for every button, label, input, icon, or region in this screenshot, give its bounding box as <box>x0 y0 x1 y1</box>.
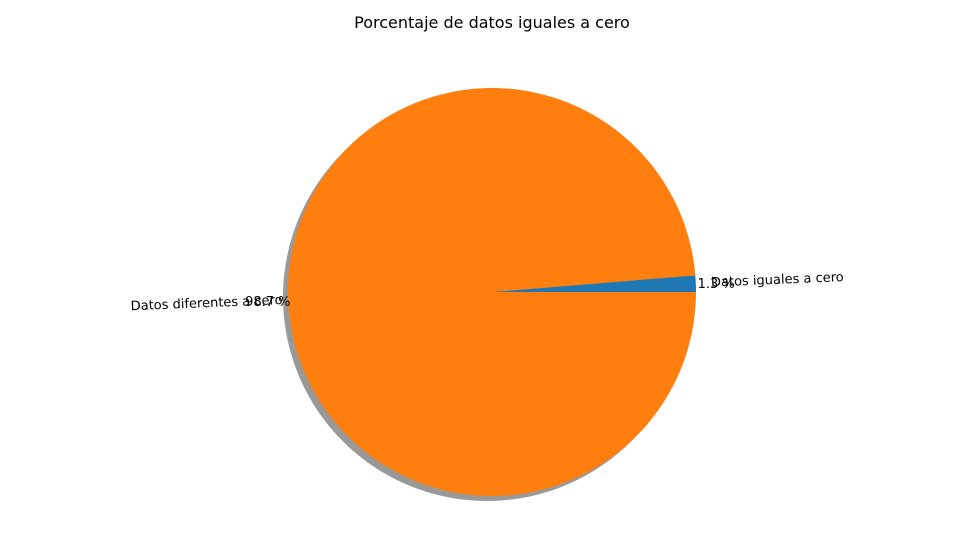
chart-title: Porcentaje de datos iguales a cero <box>354 13 630 32</box>
pie-slice-datos-diferentes-a-cero <box>287 88 696 497</box>
pie-category-label-datos-iguales-a-cero: Datos iguales a cero <box>711 270 844 290</box>
pie-labels: 1.3 %Datos iguales a cero 98.7 %Datos dif… <box>130 270 844 314</box>
pie-slice-datos-iguales-a-cero <box>492 275 696 292</box>
pie-pct-label-datos-iguales-a-cero: 1.3 % <box>698 277 735 292</box>
pie-slices <box>287 88 696 497</box>
pie-category-label-datos-diferentes-a-cero: Datos diferentes a cero <box>130 293 282 314</box>
pie-pct-label-datos-diferentes-a-cero: 98.7 % <box>245 295 290 310</box>
